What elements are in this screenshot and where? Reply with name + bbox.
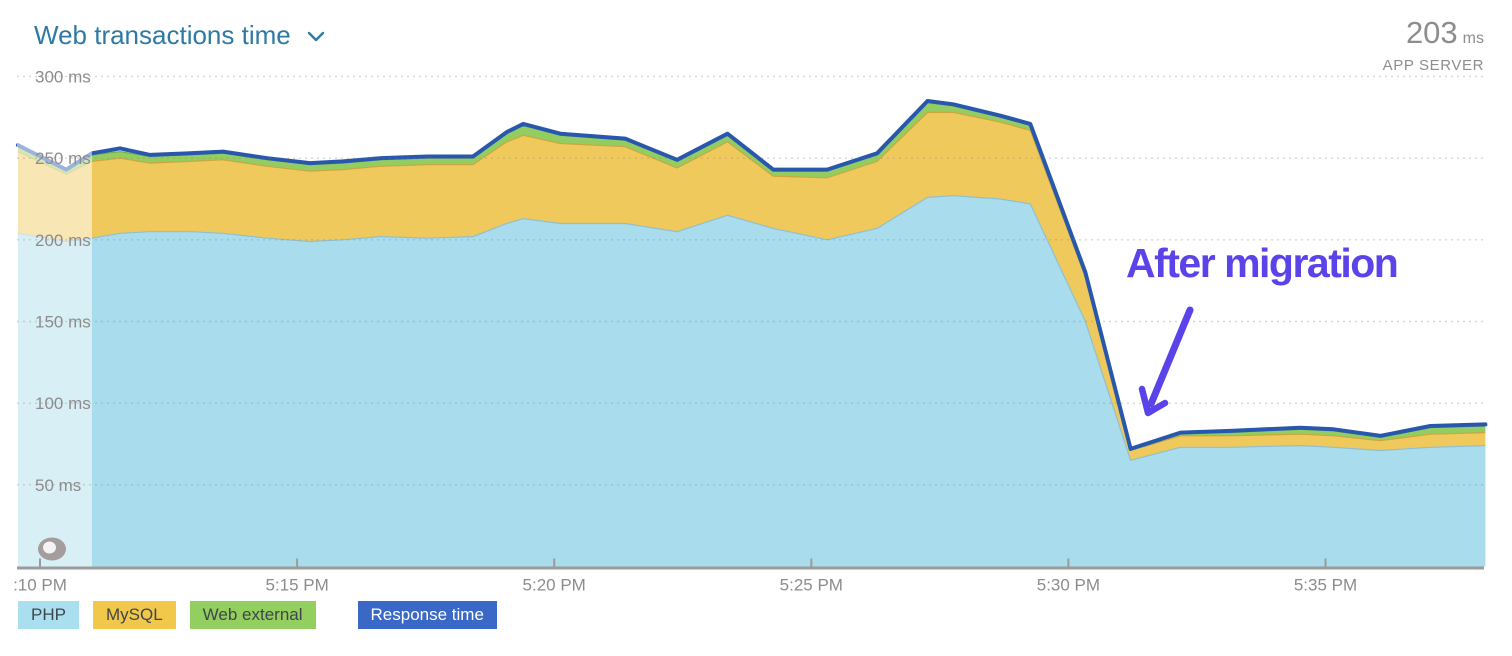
faded-region-overlay: [17, 68, 92, 569]
current-value: 203: [1405, 15, 1458, 50]
annotation-arrow: [1138, 306, 1194, 417]
current-value-unit: ms: [1462, 30, 1484, 47]
annotation-after-migration: After migration: [1126, 240, 1399, 286]
x-axis-label: 5:20 PM: [523, 576, 586, 595]
x-axis-label: 5:35 PM: [1294, 576, 1357, 595]
x-axis: :10 PM 5:15 PM 5:20 PM 5:25 PM 5:30 PM 5:35 P…: [13, 558, 1484, 595]
y-axis-label: 250 ms: [35, 149, 91, 168]
chart-canvas[interactable]: 300 ms 250 ms 200 ms 150 ms 100 ms 50 ms :10 P…: [0, 0, 1512, 600]
response-time-line: [15, 99, 1488, 451]
y-axis-label: 300 ms: [35, 68, 91, 87]
x-axis-label: 5:30 PM: [1037, 576, 1100, 595]
chevron-down-icon: [307, 31, 325, 43]
chart-title-dropdown[interactable]: Web transactions time: [34, 20, 325, 50]
y-axis-label: 50 ms: [35, 476, 81, 495]
scrubber-handle-icon[interactable]: [38, 537, 66, 561]
legend-item-response-time[interactable]: Response time: [357, 601, 497, 629]
page-title: Web transactions time: [34, 20, 291, 50]
y-axis-label: 200 ms: [35, 231, 91, 250]
legend-item-php[interactable]: PHP: [18, 601, 79, 629]
y-axis-label: 150 ms: [35, 313, 91, 332]
y-axis-label: 100 ms: [35, 394, 91, 413]
gridlines: 300 ms 250 ms 200 ms 150 ms 100 ms 50 ms: [17, 68, 1484, 495]
current-value-block: 203 ms APP SERVER: [1382, 15, 1484, 75]
chart-legend: PHP MySQL Web external Response time: [18, 601, 511, 629]
x-axis-label: 5:25 PM: [780, 576, 843, 595]
stacked-areas: [17, 101, 1486, 567]
legend-item-mysql[interactable]: MySQL: [92, 601, 176, 629]
legend-item-web-external[interactable]: Web external: [189, 601, 316, 629]
x-axis-label: :10 PM: [13, 576, 67, 595]
x-axis-label: 5:15 PM: [265, 576, 328, 595]
app-server-label: APP SERVER: [1382, 57, 1484, 74]
